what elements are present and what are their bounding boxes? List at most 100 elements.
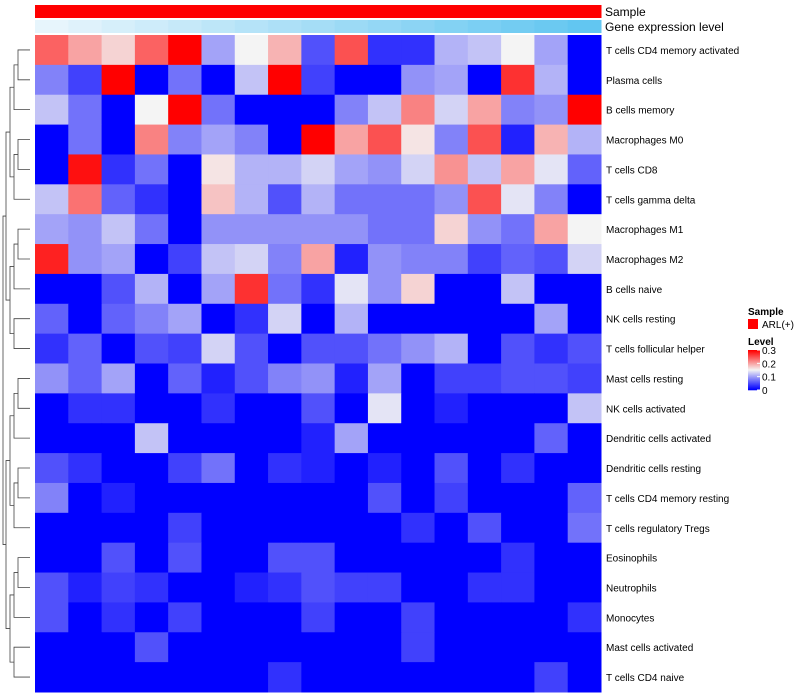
heatmap-cell [134, 572, 169, 603]
heatmap-cell [501, 482, 535, 514]
heatmap-cell [367, 303, 402, 335]
heatmap-cell [434, 273, 469, 305]
heatmap-cell [467, 363, 502, 394]
heatmap-cell [401, 333, 436, 364]
heatmap-cell [301, 602, 336, 633]
heatmap-cell [301, 184, 336, 215]
legend-colorbar-segment [748, 371, 760, 373]
heatmap-cell [434, 333, 469, 364]
dendrogram-branch [13, 64, 30, 111]
heatmap-cell [201, 244, 236, 275]
heatmap-cell [567, 244, 602, 275]
row-label: B cells memory [606, 106, 674, 117]
heatmap-cell [201, 512, 236, 544]
legend-colorbar-segment [748, 378, 760, 380]
heatmap-cell [68, 273, 103, 305]
heatmap-cell [334, 64, 369, 96]
legend: Sample ARL(+) Level 0.3 0.2 0.1 0 [748, 307, 794, 397]
heatmap-cell [234, 512, 269, 544]
heatmap-cell [268, 35, 302, 66]
heatmap-cell [434, 124, 469, 155]
heatmap-cell [567, 482, 602, 514]
heatmap-cell [168, 35, 202, 66]
annotation-cell [134, 20, 169, 33]
heatmap-cell [501, 602, 535, 633]
legend-colorbar-segment [748, 358, 760, 360]
dendrogram-branch [9, 86, 14, 178]
heatmap-cell [434, 303, 469, 335]
row-label: T cells gamma delta [606, 195, 696, 206]
row-label: B cells naive [606, 285, 663, 296]
heatmap-cell [234, 124, 269, 155]
legend-colorbar-segment [748, 368, 760, 370]
heatmap-cell [68, 154, 103, 185]
heatmap-cell [35, 303, 69, 335]
annotation-cell [68, 5, 103, 18]
heatmap-cell [134, 124, 169, 155]
legend-tick-label: 0.2 [762, 359, 776, 370]
heatmap-cell [168, 662, 202, 693]
heatmap-cell [434, 64, 469, 96]
legend-colorbar-segment [748, 384, 760, 386]
heatmap-cell [434, 453, 469, 484]
row-label: Dendritic cells resting [606, 464, 701, 475]
heatmap-cell [334, 393, 369, 424]
heatmap-cell [68, 512, 103, 544]
heatmap-cell [234, 602, 269, 633]
legend-colorbar-segment [748, 360, 760, 362]
heatmap-cell [567, 632, 602, 663]
heatmap-cell [467, 333, 502, 364]
legend-colorbar-segment [748, 367, 760, 369]
heatmap-cell [367, 214, 402, 245]
heatmap-cell [68, 662, 103, 693]
legend-colorbar-segment [748, 350, 760, 352]
heatmap-cell [201, 393, 236, 424]
heatmap-cell [367, 124, 402, 155]
heatmap-cell [334, 154, 369, 185]
heatmap-cell [301, 94, 336, 126]
legend-level-title: Level [748, 337, 774, 348]
heatmap-cell [68, 542, 103, 574]
heatmap-cell [501, 333, 535, 364]
heatmap-cell [168, 512, 202, 544]
annotation-cell [101, 5, 136, 18]
annotation-cell [68, 20, 103, 33]
dendrogram-branch [13, 646, 30, 678]
heatmap-cell [301, 512, 336, 544]
heatmap-cell [334, 662, 369, 693]
annotation-cell [301, 20, 336, 33]
legend-colorbar-segment [748, 353, 760, 355]
annotation-cell [534, 5, 569, 18]
dendrogram-branch [17, 557, 30, 588]
heatmap-cell [101, 632, 136, 663]
heatmap-cell [367, 64, 402, 96]
heatmap-cell [35, 393, 69, 424]
heatmap-cell [367, 333, 402, 364]
heatmap-cell [268, 303, 302, 335]
heatmap-cell [35, 423, 69, 454]
legend-colorbar-segment [748, 389, 760, 391]
heatmap-cell [567, 273, 602, 305]
row-label: NK cells activated [606, 404, 685, 415]
heatmap-cell [567, 512, 602, 544]
heatmap-cell [201, 214, 236, 245]
heatmap-cell [501, 244, 535, 275]
heatmap-cell [501, 154, 535, 185]
heatmap-cell [234, 572, 269, 603]
heatmap-cell [334, 244, 369, 275]
annotation-cell [268, 20, 302, 33]
heatmap-cell [534, 662, 569, 693]
legend-colorbar-segment [748, 364, 760, 366]
heatmap-cell [35, 154, 69, 185]
annotation-cell [334, 20, 369, 33]
heatmap-cell [567, 363, 602, 394]
heatmap-cell [134, 303, 169, 335]
heatmap-cell [268, 393, 302, 424]
heatmap-cell [134, 273, 169, 305]
row-label: Neutrophils [606, 583, 657, 594]
dendrogram-branch [5, 131, 10, 301]
heatmap-cell [567, 64, 602, 96]
heatmap-cell [201, 35, 236, 66]
heatmap-cell [201, 154, 236, 185]
heatmap-cell [101, 423, 136, 454]
